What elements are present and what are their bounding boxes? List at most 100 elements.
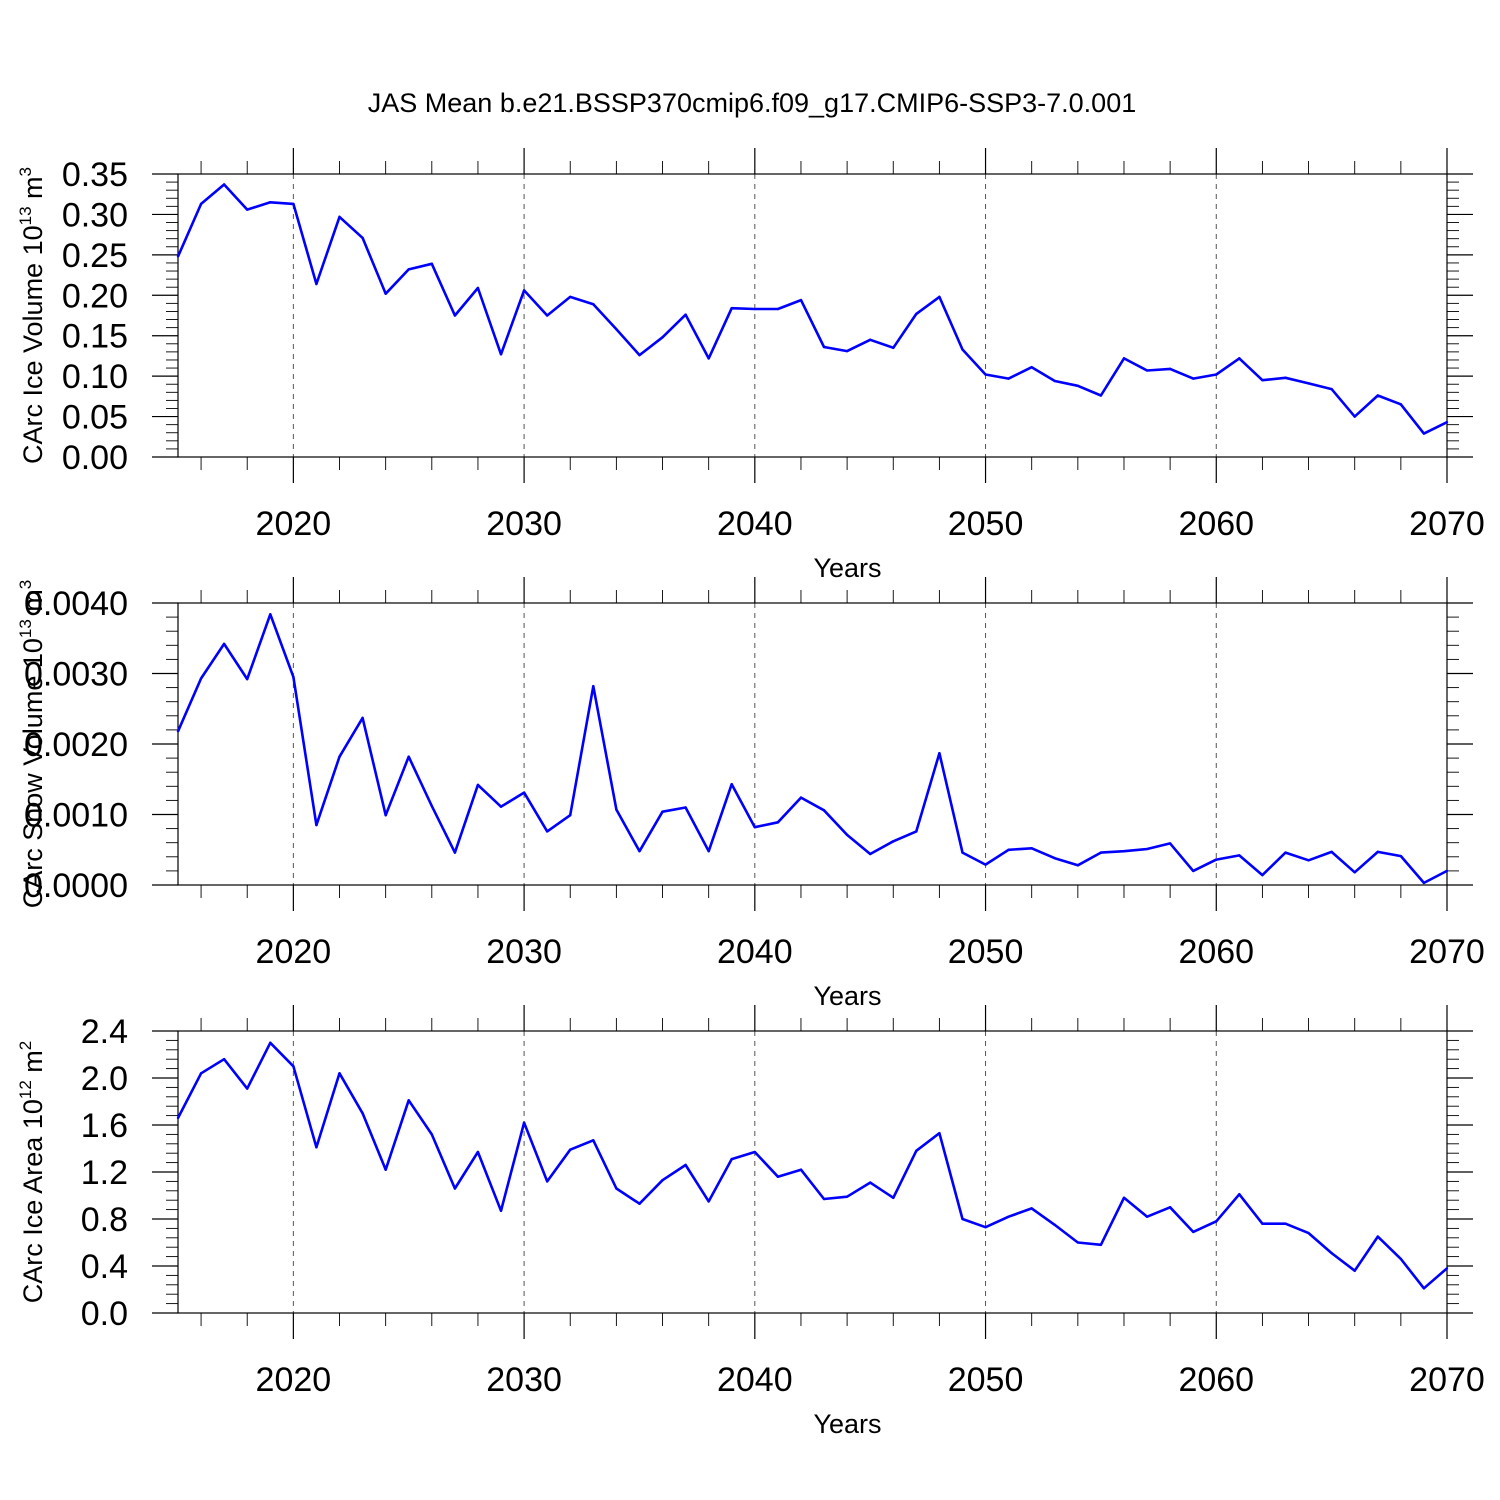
data-point-2021 (315, 282, 318, 286)
data-point-2025 (407, 1099, 410, 1102)
ytick-label: 2.0 (81, 1060, 128, 1098)
data-point-2017 (222, 183, 226, 186)
y-axis-title: CArc Ice Volume 1013 m3 (16, 167, 48, 464)
data-point-2042 (799, 298, 803, 302)
ytick-label: 0.0010 (24, 797, 128, 835)
panels: 0.000.050.100.150.200.250.300.35 2020 2030… (16, 148, 1485, 1439)
data-point-2059 (1192, 1230, 1195, 1234)
data-point-2030 (522, 1121, 526, 1124)
data-point-2019 (269, 613, 272, 616)
data-point-2056 (1122, 357, 1126, 360)
data-point-2028 (476, 783, 480, 787)
data-point-2034 (615, 808, 618, 811)
data-point-2020 (292, 1065, 295, 1068)
data-point-2060 (1215, 858, 1218, 861)
data-point-2035 (638, 849, 641, 853)
data-point-2031 (545, 830, 549, 833)
data-point-2068 (1399, 854, 1403, 858)
ytick-label: 0.8 (81, 1201, 128, 1239)
data-point-2043 (822, 809, 826, 812)
data-point-2035 (638, 353, 641, 357)
data-point-2062 (1261, 873, 1264, 877)
data-point-2026 (430, 262, 433, 265)
data-point-2032 (569, 1148, 572, 1151)
data-point-2048 (938, 295, 941, 299)
data-point-2022 (338, 215, 341, 219)
xtick-label: 2050 (948, 933, 1024, 971)
data-point-2069 (1422, 881, 1426, 885)
x-axis-title: Years (813, 1409, 881, 1439)
ytick-label: 0.00 (62, 439, 128, 477)
data-point-2058 (1168, 1206, 1172, 1209)
data-point-2046 (892, 1196, 895, 1200)
data-point-2065 (1330, 1251, 1333, 1255)
data-point-2019 (269, 1041, 272, 1044)
xtick-label: 2050 (948, 1361, 1024, 1399)
data-point-2015 (176, 255, 180, 258)
data-point-2024 (384, 292, 387, 295)
data-point-2051 (1007, 1215, 1010, 1218)
data-point-2067 (1376, 1235, 1379, 1238)
ytick-label: 0.20 (62, 277, 128, 315)
data-point-2019 (269, 201, 272, 204)
data-point-2052 (1030, 366, 1033, 369)
ytick-label: 0.0040 (24, 585, 128, 623)
data-point-2066 (1353, 1269, 1356, 1272)
data-point-2018 (246, 1087, 249, 1090)
data-point-2015 (176, 730, 180, 733)
xtick-label: 2050 (948, 505, 1024, 543)
data-point-2029 (499, 1209, 503, 1212)
data-point-2026 (430, 1133, 433, 1136)
ytick-label: 0.30 (62, 196, 128, 234)
data-point-2037 (684, 806, 687, 809)
data-point-2055 (1099, 1243, 1103, 1247)
data-point-2052 (1030, 1207, 1033, 1210)
data-point-2032 (569, 295, 572, 299)
data-point-2064 (1307, 1231, 1310, 1235)
data-point-2051 (1007, 848, 1010, 851)
ytick-label: 0.0000 (24, 867, 128, 905)
ytick-label: 1.2 (81, 1154, 128, 1192)
data-point-2061 (1238, 1193, 1241, 1196)
series-line (176, 1041, 1448, 1290)
ytick-label: 1.6 (81, 1107, 128, 1145)
data-point-2016 (199, 677, 203, 680)
data-point-2054 (1076, 864, 1080, 867)
data-point-2049 (961, 348, 964, 351)
data-point-2066 (1353, 871, 1356, 874)
data-point-2049 (961, 1217, 964, 1221)
figure-title: JAS Mean b.e21.BSSP370cmip6.f09_g17.CMIP… (368, 88, 1136, 118)
data-point-2030 (522, 289, 526, 292)
ytick-label: 2.4 (81, 1013, 128, 1051)
y-axis-title: CArc Ice Area 1012 m2 (16, 1041, 48, 1304)
data-point-2064 (1307, 382, 1310, 385)
data-point-2020 (292, 202, 295, 206)
data-point-2031 (545, 1180, 549, 1183)
x-axis-title: Years (813, 981, 881, 1011)
data-point-2061 (1238, 357, 1241, 360)
data-point-2036 (661, 810, 664, 813)
data-point-2039 (730, 1157, 733, 1161)
data-point-2064 (1307, 859, 1310, 862)
data-point-2020 (292, 675, 295, 679)
data-point-2050 (984, 1226, 987, 1229)
data-point-2053 (1053, 379, 1056, 383)
data-point-2021 (315, 1146, 318, 1149)
plot-frame (177, 1030, 1448, 1314)
xtick-label: 2060 (1178, 933, 1254, 971)
data-point-2045 (868, 852, 872, 856)
xtick-label: 2040 (717, 1361, 793, 1399)
data-point-2068 (1399, 403, 1403, 406)
data-point-2057 (1145, 847, 1149, 851)
xtick-label: 2020 (256, 1361, 332, 1399)
xtick-label: 2020 (256, 933, 332, 971)
data-point-2022 (338, 1072, 341, 1075)
data-point-2028 (476, 286, 480, 290)
data-point-2054 (1076, 384, 1080, 388)
data-point-2044 (845, 1195, 849, 1198)
data-point-2047 (915, 312, 918, 316)
data-point-2047 (915, 1149, 918, 1153)
data-point-2016 (199, 202, 203, 206)
data-point-2063 (1284, 1222, 1287, 1225)
data-point-2029 (499, 353, 503, 356)
